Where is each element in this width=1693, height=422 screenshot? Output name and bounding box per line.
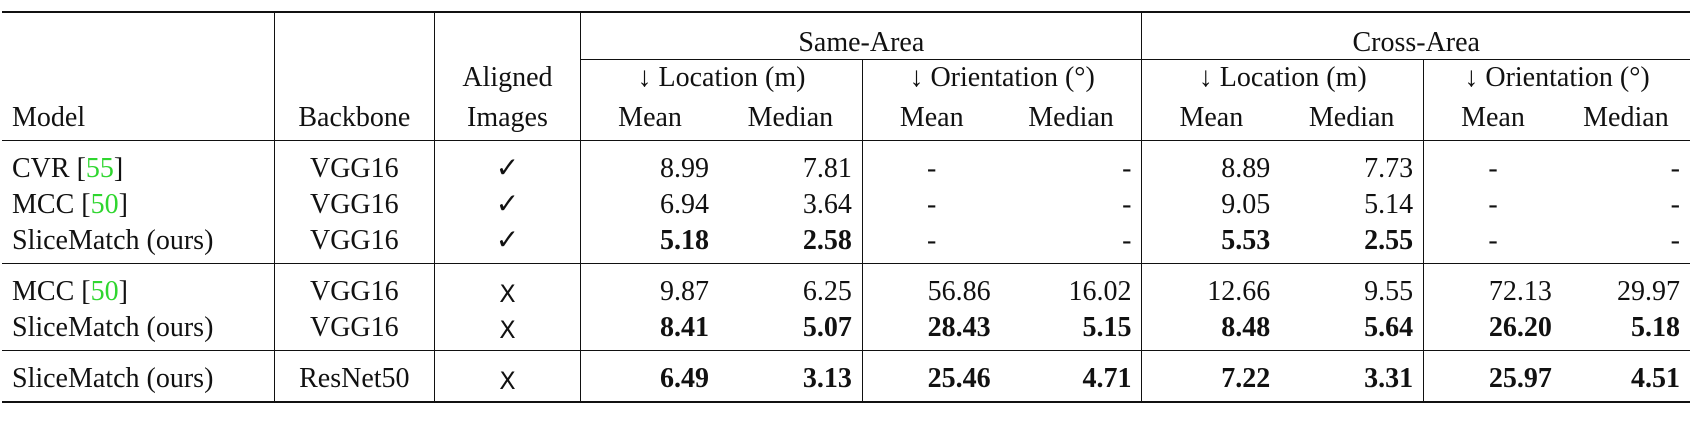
backbone-header: Backbone bbox=[273, 94, 435, 141]
ca-orientation-header: ↓ Orientation (°) bbox=[1423, 59, 1690, 94]
value-cell: 7.73 bbox=[1280, 140, 1424, 185]
sa-loc-median-header: Median bbox=[747, 101, 834, 133]
value-cell: 12.66 bbox=[1141, 263, 1281, 308]
backbone-cell: VGG16 bbox=[273, 263, 435, 308]
value-cell: 5.15 bbox=[1082, 311, 1132, 343]
value-cell: 5.53 bbox=[1141, 221, 1281, 264]
value-cell: - bbox=[861, 140, 1001, 185]
model-cell: MCC [50] bbox=[2, 263, 275, 308]
aligned-check-icon: ✓ bbox=[433, 221, 581, 264]
header-row-groups: Same-Area Cross-Area bbox=[2, 11, 1690, 60]
value-cell: - bbox=[1423, 221, 1562, 264]
model-cell: MCC [50] bbox=[12, 188, 128, 220]
value-cell: 6.25 bbox=[718, 263, 863, 308]
not-aligned-x-icon: X bbox=[433, 308, 581, 351]
model-cell: SliceMatch (ours) bbox=[12, 311, 214, 343]
value-cell: 8.41 bbox=[580, 308, 719, 351]
citation-link[interactable]: 55 bbox=[85, 152, 114, 184]
table-row: MCC [50] VGG16 ✓ 6.94 3.64 - - 9.05 5.14… bbox=[2, 185, 1690, 221]
model-cell: CVR [55] bbox=[2, 140, 275, 185]
value-cell: 5.64 bbox=[1364, 311, 1414, 343]
value-cell: - bbox=[1670, 188, 1680, 220]
value-cell: 56.86 bbox=[861, 263, 1001, 308]
value-cell: 5.07 bbox=[802, 311, 852, 343]
model-cell: SliceMatch (ours) bbox=[2, 350, 275, 403]
sa-location-header: ↓ Location (m) bbox=[580, 59, 863, 94]
value-cell: 8.89 bbox=[1141, 140, 1281, 185]
results-table-container: Same-Area Cross-Area Aligned ↓ Location … bbox=[2, 11, 1690, 403]
value-cell: 16.02 bbox=[1000, 263, 1142, 308]
value-cell: 8.48 bbox=[1141, 308, 1281, 351]
citation-link[interactable]: 50 bbox=[90, 188, 119, 220]
value-cell: 6.94 bbox=[580, 185, 719, 221]
value-cell: - bbox=[1122, 188, 1132, 220]
value-cell: - bbox=[1122, 224, 1132, 256]
value-cell: 3.64 bbox=[802, 188, 852, 220]
value-cell: 4.71 bbox=[1000, 350, 1142, 403]
value-cell: 9.87 bbox=[580, 263, 719, 308]
value-cell: 5.18 bbox=[1631, 311, 1680, 343]
header-row-stats: Model Backbone Images Mean Median Mean M… bbox=[2, 94, 1690, 141]
results-table: Same-Area Cross-Area Aligned ↓ Location … bbox=[2, 11, 1690, 403]
value-cell: 9.55 bbox=[1280, 263, 1424, 308]
value-cell: - bbox=[861, 185, 1001, 221]
value-cell: 9.05 bbox=[1141, 185, 1281, 221]
value-cell: 28.43 bbox=[861, 308, 1001, 351]
value-cell: 5.14 bbox=[1364, 188, 1414, 220]
sa-loc-mean-header: Mean bbox=[580, 94, 719, 141]
aligned-check-icon: ✓ bbox=[433, 185, 581, 221]
citation-link[interactable]: 50 bbox=[90, 275, 119, 307]
aligned-header-line2: Images bbox=[433, 94, 581, 141]
aligned-check-icon: ✓ bbox=[433, 140, 581, 185]
value-cell: 25.97 bbox=[1423, 350, 1562, 403]
value-cell: 2.58 bbox=[802, 224, 852, 256]
table-row: SliceMatch (ours) VGG16 X 8.41 5.07 28.4… bbox=[2, 308, 1690, 351]
value-cell: 7.22 bbox=[1141, 350, 1281, 403]
value-cell: 72.13 bbox=[1423, 263, 1562, 308]
value-cell: - bbox=[1670, 224, 1680, 256]
value-cell: 6.49 bbox=[580, 350, 719, 403]
value-cell: 3.13 bbox=[718, 350, 863, 403]
ca-ori-mean-header: Mean bbox=[1423, 94, 1562, 141]
same-area-header: Same-Area bbox=[580, 11, 1142, 60]
sa-orientation-header: ↓ Orientation (°) bbox=[861, 59, 1142, 94]
value-cell: 26.20 bbox=[1423, 308, 1562, 351]
backbone-cell: VGG16 bbox=[273, 308, 435, 351]
sa-ori-median-header: Median bbox=[1028, 101, 1114, 133]
backbone-cell: VGG16 bbox=[273, 185, 435, 221]
table-row: SliceMatch (ours) ResNet50 X 6.49 3.13 2… bbox=[2, 350, 1690, 403]
table-row: CVR [55] VGG16 ✓ 8.99 7.81 - - 8.89 7.73… bbox=[2, 140, 1690, 185]
not-aligned-x-icon: X bbox=[433, 263, 581, 308]
table-row: MCC [50] VGG16 X 9.87 6.25 56.86 16.02 1… bbox=[2, 263, 1690, 308]
model-cell: SliceMatch (ours) bbox=[12, 224, 214, 256]
value-cell: - bbox=[1423, 185, 1562, 221]
value-cell: - bbox=[1000, 140, 1142, 185]
aligned-header-line1: Aligned bbox=[433, 59, 581, 94]
value-cell: 7.81 bbox=[718, 140, 863, 185]
header-row-metrics: Aligned ↓ Location (m) ↓ Orientation (°)… bbox=[2, 59, 1690, 94]
value-cell: - bbox=[861, 221, 1001, 264]
ca-location-header: ↓ Location (m) bbox=[1141, 59, 1424, 94]
sa-ori-mean-header: Mean bbox=[861, 94, 1001, 141]
table-row: SliceMatch (ours) VGG16 ✓ 5.18 2.58 - - … bbox=[2, 221, 1690, 264]
value-cell: 5.18 bbox=[580, 221, 719, 264]
value-cell: 3.31 bbox=[1280, 350, 1424, 403]
backbone-cell: ResNet50 bbox=[273, 350, 435, 403]
cross-area-header: Cross-Area bbox=[1141, 11, 1690, 60]
backbone-cell: VGG16 bbox=[273, 221, 435, 264]
backbone-cell: VGG16 bbox=[273, 140, 435, 185]
value-cell: 4.51 bbox=[1561, 350, 1690, 403]
model-header: Model bbox=[12, 101, 86, 133]
value-cell: 25.46 bbox=[861, 350, 1001, 403]
value-cell: 29.97 bbox=[1561, 263, 1690, 308]
not-aligned-x-icon: X bbox=[433, 350, 581, 403]
ca-loc-mean-header: Mean bbox=[1141, 94, 1281, 141]
value-cell: - bbox=[1423, 140, 1562, 185]
value-cell: 2.55 bbox=[1364, 224, 1414, 256]
ca-loc-median-header: Median bbox=[1308, 101, 1395, 133]
ca-ori-median-header: Median bbox=[1583, 101, 1669, 133]
value-cell: 8.99 bbox=[580, 140, 719, 185]
value-cell: - bbox=[1561, 140, 1690, 185]
